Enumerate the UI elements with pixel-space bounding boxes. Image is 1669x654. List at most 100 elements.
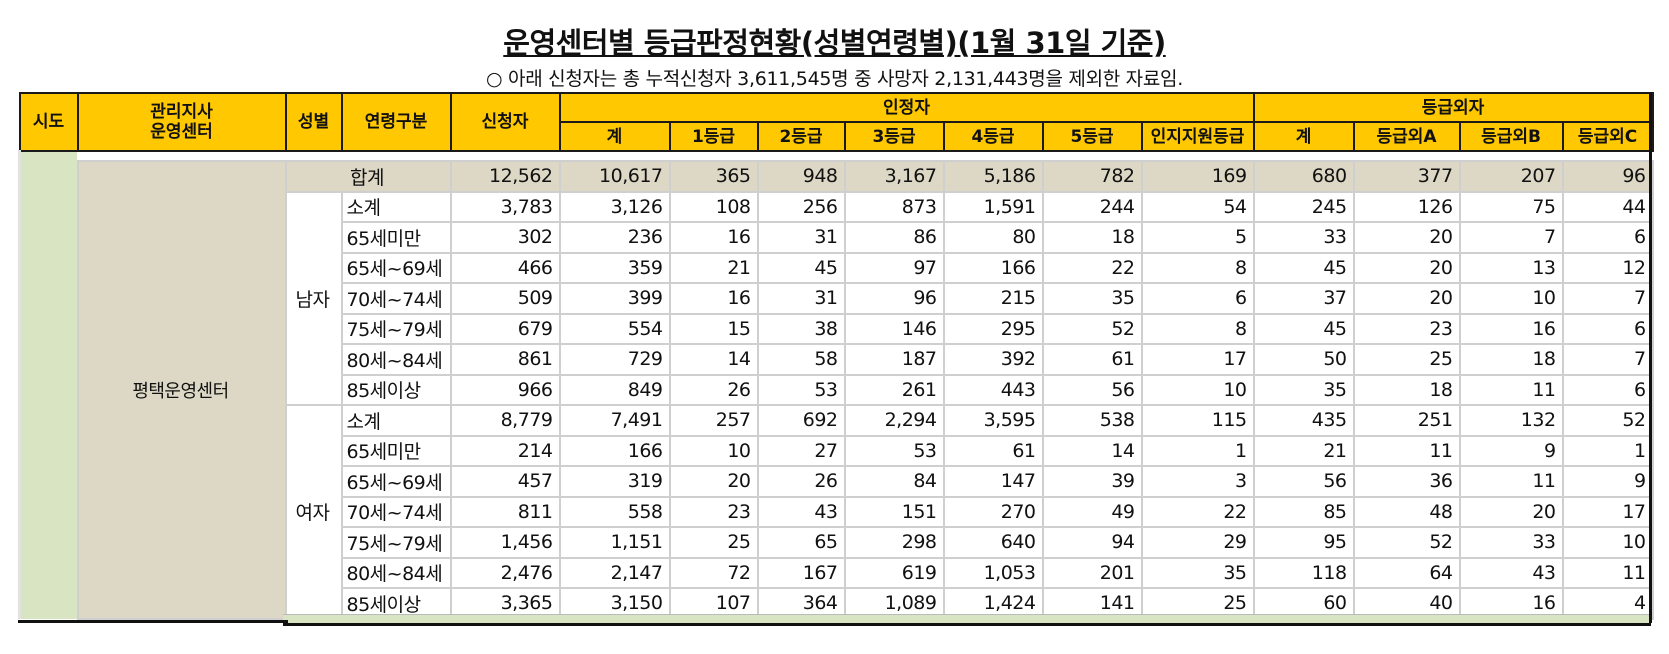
header-grade-3: 3등급: [843, 121, 945, 152]
header-non-grade-a: 등급외A: [1352, 121, 1461, 152]
sex-cell: 여자: [284, 404, 343, 620]
table-row: 65세~69세 466 359 21 45 97 166 22 8 45 20 13 12: [20, 251, 1654, 284]
total-value: 207: [1458, 160, 1564, 193]
page-subtitle-note: ○ 아래 신청자는 총 누적신청자 3,611,545명 중 사망자 2,131…: [486, 68, 1183, 90]
value-cell: 640: [942, 526, 1044, 559]
value-cell: 861: [449, 343, 561, 376]
value-cell: 29: [1140, 526, 1255, 559]
age-group-cell: 75세~79세: [340, 526, 452, 559]
value-cell: 151: [843, 495, 945, 528]
value-cell: 7: [1458, 221, 1564, 254]
value-cell: 97: [843, 251, 945, 284]
value-cell: 64: [1352, 556, 1461, 589]
value-cell: 22: [1140, 495, 1255, 528]
value-cell: 302: [449, 221, 561, 254]
value-cell: 54: [1140, 190, 1255, 223]
value-cell: 18: [1352, 373, 1461, 406]
value-cell: 729: [558, 343, 671, 376]
value-cell: 619: [843, 556, 945, 589]
table-row: 70세~74세 811 558 23 43 151 270 49 22 85 48 20 17: [20, 495, 1654, 528]
value-cell: 1,053: [942, 556, 1044, 589]
value-cell: 14: [1041, 434, 1143, 467]
value-cell: 84: [843, 465, 945, 498]
value-cell: 966: [449, 373, 561, 406]
clipped-row-cell: [77, 151, 1653, 161]
value-cell: 33: [1458, 526, 1564, 559]
value-cell: 811: [449, 495, 561, 528]
value-cell: 58: [756, 343, 846, 376]
age-group-cell: 70세~74세: [340, 495, 452, 528]
header-branch-line1: 관리지사: [150, 102, 213, 122]
value-cell: 1: [1140, 434, 1255, 467]
value-cell: 21: [668, 251, 759, 284]
spreadsheet-table-area: 시도 관리지사 운영센터 성별 연령구분 신청자 인정자 등급외자 계 1등급 …: [18, 92, 1654, 623]
value-cell: 27: [756, 434, 846, 467]
total-row: 평택운영센터 합계 12,562 10,617 365 948 3,167 5,186 782 1…: [20, 160, 1654, 620]
value-cell: 17: [1140, 343, 1255, 376]
value-cell: 56: [1041, 373, 1143, 406]
value-cell: 1,151: [558, 526, 671, 559]
table-bottom-border: [18, 620, 288, 623]
value-cell: 25: [668, 526, 759, 559]
value-cell: 20: [1352, 251, 1461, 284]
value-cell: 95: [1252, 526, 1355, 559]
value-cell: 48: [1352, 495, 1461, 528]
value-cell: 61: [942, 434, 1044, 467]
value-cell: 115: [1140, 404, 1255, 437]
total-value: 377: [1352, 160, 1461, 193]
value-cell: 215: [942, 282, 1044, 315]
value-cell: 65: [756, 526, 846, 559]
value-cell: 18: [1458, 343, 1564, 376]
header-non-grade-total: 계: [1252, 121, 1355, 152]
header-certified-total: 계: [558, 121, 671, 152]
value-cell: 56: [1252, 465, 1355, 498]
header-non-grade-b: 등급외B: [1458, 121, 1564, 152]
value-cell: 214: [449, 434, 561, 467]
header-row-1: 시도 관리지사 운영센터 성별 연령구분 신청자 인정자 등급외자: [18, 92, 1654, 152]
value-cell: 3,595: [942, 404, 1044, 437]
value-cell: 8: [1140, 251, 1255, 284]
age-group-cell: 소계: [340, 190, 452, 223]
value-cell: 251: [1352, 404, 1461, 437]
value-cell: 11: [1561, 556, 1654, 589]
header-grade-4: 4등급: [942, 121, 1044, 152]
value-cell: 10: [1140, 373, 1255, 406]
value-cell: 52: [1352, 526, 1461, 559]
table-row: 65세~69세 457 319 20 26 84 147 39 3 56 36 11 9: [20, 465, 1654, 498]
value-cell: 11: [1352, 434, 1461, 467]
table-row: 남자 소계 3,783 3,126 108 256 873 1,591 244 54 245 126 7…: [20, 190, 1654, 406]
total-value: 948: [756, 160, 846, 193]
value-cell: 295: [942, 312, 1044, 345]
value-cell: 6: [1561, 312, 1654, 345]
value-cell: 9: [1458, 434, 1564, 467]
value-cell: 52: [1041, 312, 1143, 345]
value-cell: 52: [1561, 404, 1654, 437]
value-cell: 23: [1352, 312, 1461, 345]
age-group-cell: 75세~79세: [340, 312, 452, 345]
value-cell: 679: [449, 312, 561, 345]
value-cell: 399: [558, 282, 671, 315]
value-cell: 201: [1041, 556, 1143, 589]
value-cell: 35: [1252, 373, 1355, 406]
value-cell: 108: [668, 190, 759, 223]
value-cell: 187: [843, 343, 945, 376]
clipped-row-bottom: [283, 614, 1651, 626]
value-cell: 14: [668, 343, 759, 376]
value-cell: 61: [1041, 343, 1143, 376]
value-cell: 1: [1561, 434, 1654, 467]
header-certified-group: 인정자: [558, 92, 1255, 123]
value-cell: 7: [1561, 282, 1654, 315]
value-cell: 261: [843, 373, 945, 406]
value-cell: 16: [668, 221, 759, 254]
value-cell: 20: [668, 465, 759, 498]
value-cell: 146: [843, 312, 945, 345]
value-cell: 298: [843, 526, 945, 559]
table-row: 75세~79세 679 554 15 38 146 295 52 8 45 23 16 6: [20, 312, 1654, 345]
value-cell: 270: [942, 495, 1044, 528]
value-cell: 167: [756, 556, 846, 589]
grade-status-table: 시도 관리지사 운영센터 성별 연령구분 신청자 인정자 등급외자 계 1등급 …: [18, 92, 1654, 620]
value-cell: 38: [756, 312, 846, 345]
value-cell: 94: [1041, 526, 1143, 559]
age-group-cell: 65세~69세: [340, 465, 452, 498]
header-cognitive-support-grade: 인지지원등급: [1140, 121, 1255, 152]
